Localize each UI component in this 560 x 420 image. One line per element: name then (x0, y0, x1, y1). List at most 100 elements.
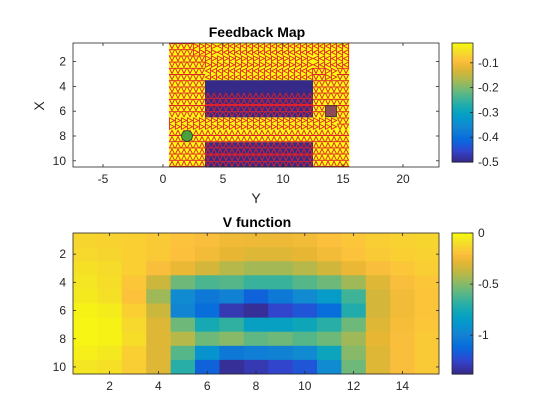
colorbar-tick-label: -0.5 (478, 155, 499, 169)
v-cell (293, 346, 318, 361)
v-cell (415, 318, 440, 333)
x-tick-label: 2 (106, 379, 113, 393)
y-tick-label: 8 (59, 332, 66, 346)
feedback-map-xlabel: Y (251, 190, 261, 206)
v-cell (341, 247, 366, 262)
v-cell (366, 304, 391, 319)
map-cell (301, 80, 313, 93)
v-cell (317, 289, 342, 304)
v-cell (146, 289, 171, 304)
v-cell (73, 247, 98, 262)
v-cell (219, 233, 244, 248)
y-tick-label: 4 (59, 275, 66, 289)
v-cell (244, 289, 269, 304)
v-cell (317, 332, 342, 347)
v-cell (268, 261, 293, 276)
v-cell (293, 332, 318, 347)
v-cell (171, 318, 196, 333)
v-cell (122, 318, 147, 333)
y-tick-label: 10 (53, 154, 67, 168)
colorbar-tick-label: 0 (478, 226, 485, 240)
map-cell (265, 80, 277, 93)
v-cell (366, 247, 391, 262)
v-cell (317, 275, 342, 290)
v-function-panel: V function 2 4 6 8 10 12 14246810 0-0.5-1 (53, 214, 499, 393)
colorbar-tick-label: -0.4 (478, 130, 499, 144)
v-function-colorbar: 0-0.5-1 (452, 226, 499, 375)
y-tick-label: 2 (59, 55, 66, 69)
v-cell (146, 332, 171, 347)
v-cell (366, 261, 391, 276)
v-cell (268, 304, 293, 319)
x-tick-label: 5 (220, 172, 227, 186)
v-cell (341, 289, 366, 304)
v-cell (341, 304, 366, 319)
v-cell (195, 332, 220, 347)
v-cell (219, 346, 244, 361)
v-cell (171, 233, 196, 248)
v-cell (415, 346, 440, 361)
v-cell (171, 275, 196, 290)
v-cell (73, 275, 98, 290)
colorbar-tick-label: -0.3 (478, 105, 499, 119)
v-cell (219, 304, 244, 319)
v-cell (73, 289, 98, 304)
v-cell (317, 261, 342, 276)
v-cell (97, 304, 122, 319)
x-tick-label: -5 (98, 172, 109, 186)
v-cell (97, 318, 122, 333)
v-cell (171, 247, 196, 262)
v-cell (293, 247, 318, 262)
v-cell (195, 346, 220, 361)
v-cell (146, 247, 171, 262)
v-cell (390, 332, 415, 347)
v-cell (317, 360, 342, 375)
v-cell (293, 289, 318, 304)
v-cell (171, 261, 196, 276)
v-cell (122, 360, 147, 375)
colorbar-tick-label: -0.1 (478, 56, 499, 70)
x-tick-label: 10 (276, 172, 290, 186)
v-cell (341, 346, 366, 361)
v-cell (146, 346, 171, 361)
v-cell (317, 318, 342, 333)
v-cell (195, 289, 220, 304)
x-tick-label: 14 (396, 379, 410, 393)
v-cell (415, 233, 440, 248)
v-cell (171, 360, 196, 375)
v-cell (244, 261, 269, 276)
v-cell (415, 332, 440, 347)
v-cell (366, 289, 391, 304)
colorbar-tick-label: -0.2 (478, 81, 499, 95)
v-function-title: V function (223, 214, 291, 230)
v-cell (146, 275, 171, 290)
v-cell (293, 304, 318, 319)
v-cell (97, 332, 122, 347)
v-cell (415, 360, 440, 375)
feedback-map-ylabel: X (31, 101, 47, 111)
v-cell (97, 346, 122, 361)
v-cell (97, 261, 122, 276)
map-cell (277, 80, 289, 93)
v-cell (415, 261, 440, 276)
v-cell (195, 318, 220, 333)
y-tick-label: 8 (59, 129, 66, 143)
feedback-map-panel: Feedback Map -5 0 5 10 15 20246810 Y X -0.1-0… (31, 24, 499, 206)
v-cell (390, 247, 415, 262)
v-cell (73, 332, 98, 347)
v-cell (122, 289, 147, 304)
y-tick-label: 2 (59, 247, 66, 261)
v-cell (146, 261, 171, 276)
v-cell (415, 247, 440, 262)
v-cell (122, 275, 147, 290)
x-tick-label: 8 (253, 379, 260, 393)
v-cell (73, 346, 98, 361)
v-cell (219, 360, 244, 375)
v-cell (122, 247, 147, 262)
v-cell (366, 318, 391, 333)
v-cell (73, 261, 98, 276)
v-function-cells (73, 233, 439, 374)
v-cell (317, 247, 342, 262)
v-cell (244, 332, 269, 347)
v-cell (195, 275, 220, 290)
